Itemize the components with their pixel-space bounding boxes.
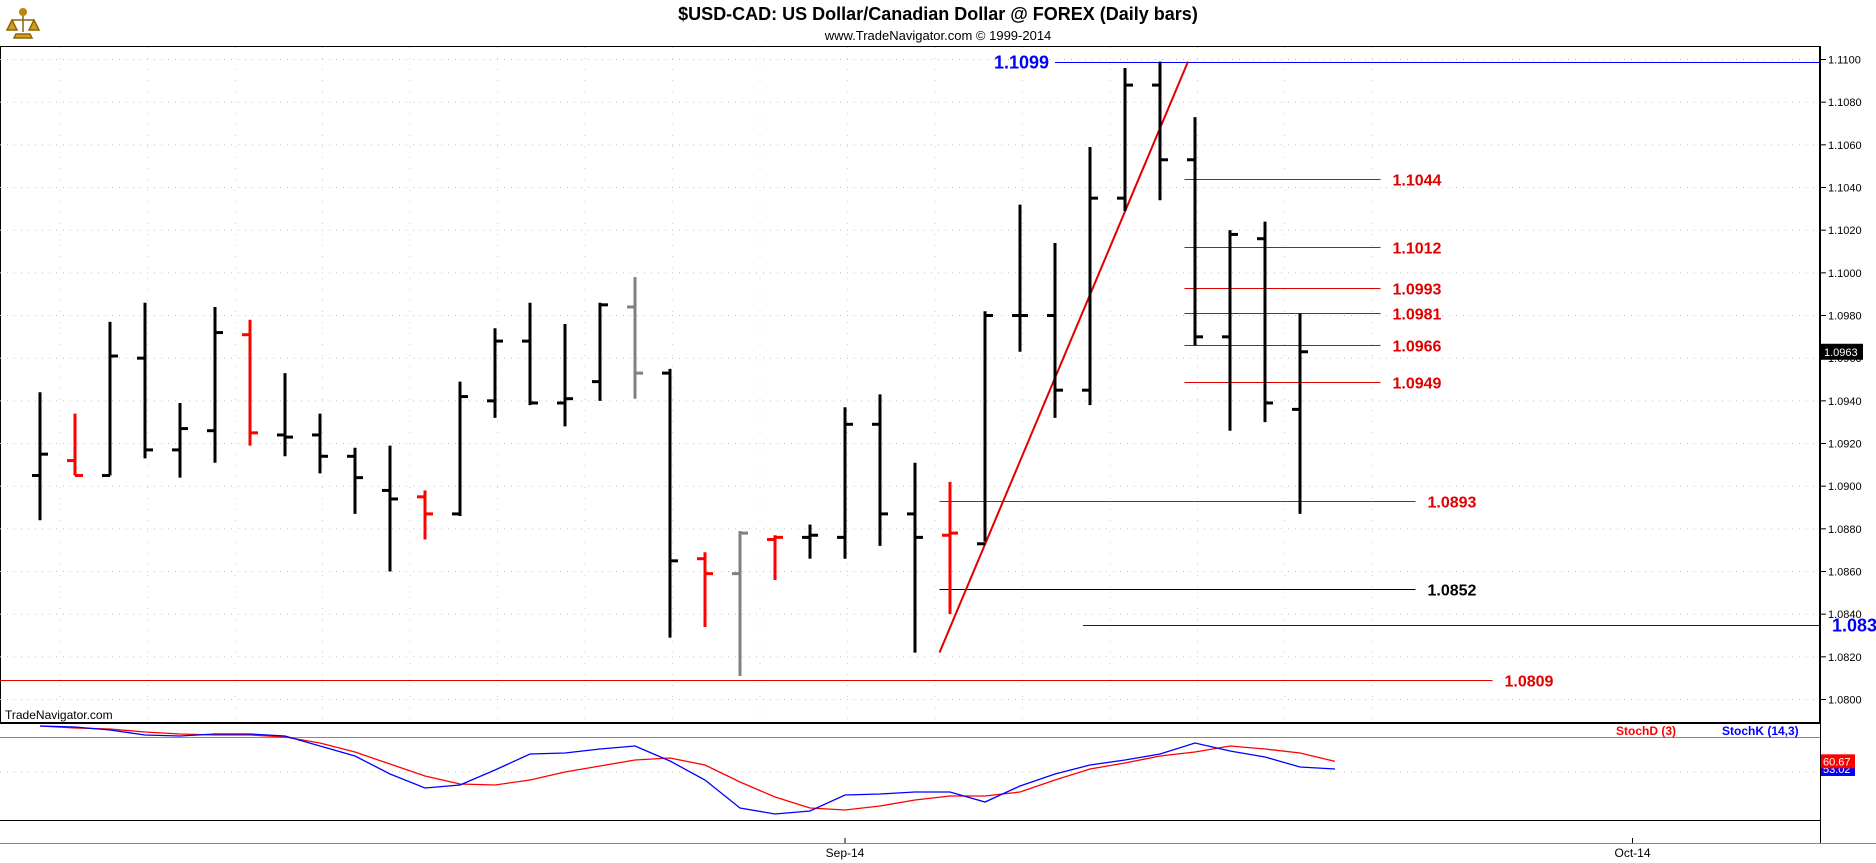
ohlc-bar <box>67 413 83 477</box>
ohlc-bar <box>1047 242 1063 418</box>
ohlc-bar <box>697 552 713 627</box>
ohlc-bar <box>662 368 678 638</box>
last-price-marker: 1.0963 <box>1821 343 1863 360</box>
watermark: TradeNavigator.com <box>5 708 113 722</box>
stoch-legend-label: StochK (14,3) <box>1722 724 1799 738</box>
stoch-line <box>39 725 1336 811</box>
ohlc-bar <box>137 302 153 459</box>
ohlc-bar <box>837 407 853 559</box>
ohlc-bar <box>417 490 433 540</box>
ohlc-bar <box>242 319 258 446</box>
level-label: 1.0993 <box>1393 282 1442 299</box>
level-label: 1.0893 <box>1428 495 1477 512</box>
y-tick-label: 1.1080 <box>1828 97 1862 109</box>
ohlc-bar <box>522 302 538 406</box>
y-tick-label: 1.1100 <box>1828 55 1861 67</box>
level-label: 1.0966 <box>1393 339 1442 356</box>
price-y-axis: 1.0800 1.0820 1.0840 1.0860 1.0880 1.0900 1.09… <box>1820 55 1862 707</box>
ohlc-bar <box>1257 221 1273 423</box>
ohlc-bar <box>1082 146 1098 406</box>
stoch-line <box>39 725 1336 815</box>
header: $USD-CAD: US Dollar/Canadian Dollar @ FO… <box>4 2 1198 43</box>
ohlc-bar <box>312 413 328 474</box>
y-tick-label: 1.0880 <box>1828 524 1862 536</box>
ohlc-bar <box>1187 117 1203 346</box>
y-tick-label: 1.0820 <box>1828 652 1862 664</box>
level-label: 1.0835 <box>1832 616 1876 636</box>
ohlc-bar <box>1292 313 1308 514</box>
ohlc-bar <box>1012 204 1028 352</box>
ohlc-bar <box>592 302 608 401</box>
y-tick-label: 1.1000 <box>1828 268 1862 280</box>
trendline <box>938 61 1189 653</box>
level-label: 1.0949 <box>1393 376 1442 393</box>
x-tick-label: Sep-14 <box>826 846 865 860</box>
price-bars <box>32 61 1308 677</box>
ohlc-bar <box>557 324 573 427</box>
frames <box>0 46 1876 844</box>
y-tick-label: 1.0800 <box>1828 695 1862 707</box>
y-tick-label: 1.0860 <box>1828 567 1862 579</box>
ohlc-bar <box>32 392 48 521</box>
grid <box>0 47 1820 722</box>
ohlc-bar <box>627 277 643 399</box>
y-tick-label: 1.1040 <box>1828 183 1862 195</box>
ohlc-bar <box>382 445 398 572</box>
y-tick-label: 1.1020 <box>1828 225 1862 237</box>
y-tick-label: 1.0920 <box>1828 439 1862 451</box>
price-pane-frame <box>0 46 1820 724</box>
ohlc-bar <box>452 381 468 517</box>
ohlc-bar <box>767 535 783 581</box>
stochd-value-box <box>1821 754 1855 769</box>
last-price-box <box>1821 343 1863 360</box>
level-label: 1.0809 <box>1505 674 1554 691</box>
ohlc-bar <box>907 462 923 653</box>
chart-subtitle: www.TradeNavigator.com © 1999-2014 <box>824 28 1052 43</box>
price-levels: 1.1099 1.1044 1.1012 1.0993 1.0981 1.0966 1.09… <box>0 53 1876 691</box>
ohlc-bar <box>1222 230 1238 431</box>
ohlc-bar <box>942 481 958 615</box>
level-label: 1.1099 <box>994 53 1049 73</box>
ohlc-bar <box>172 402 188 478</box>
y-tick-label: 1.0940 <box>1828 396 1862 408</box>
x-tick-label: Oct-14 <box>1614 846 1650 860</box>
level-label: 1.1044 <box>1393 173 1442 190</box>
level-label: 1.1012 <box>1393 241 1442 258</box>
ohlc-bar <box>347 447 363 514</box>
level-label: 1.0852 <box>1428 583 1477 600</box>
ohlc-bar <box>207 306 223 463</box>
y-tick-label: 1.1060 <box>1828 140 1862 152</box>
last-price-label: 1.0963 <box>1824 347 1858 359</box>
ohlc-bar <box>102 321 118 477</box>
ohlc-bar <box>977 311 993 546</box>
level-label: 1.0981 <box>1393 307 1442 324</box>
y-tick-label: 1.0900 <box>1828 481 1862 493</box>
ohlc-bar <box>487 328 503 418</box>
y-tick-label: 1.0840 <box>1828 609 1862 621</box>
ohlc-bar <box>1117 68 1133 211</box>
ohlc-bar <box>277 373 293 457</box>
y-tick-label: 1.0980 <box>1828 311 1862 323</box>
ohlc-bar <box>732 530 748 677</box>
ohlc-bar <box>802 524 818 559</box>
stochd-value-label: 60.67 <box>1823 756 1851 768</box>
logo-icon <box>4 2 42 40</box>
x-axis: Sep-14 Oct-14 <box>826 838 1651 860</box>
stoch-legend-label: StochD (3) <box>1616 724 1676 738</box>
trendline-segment <box>938 61 1189 653</box>
chart-title: $USD-CAD: US Dollar/Canadian Dollar @ FO… <box>678 4 1198 24</box>
ohlc-bar <box>1152 61 1168 201</box>
ohlc-bar <box>872 394 888 546</box>
